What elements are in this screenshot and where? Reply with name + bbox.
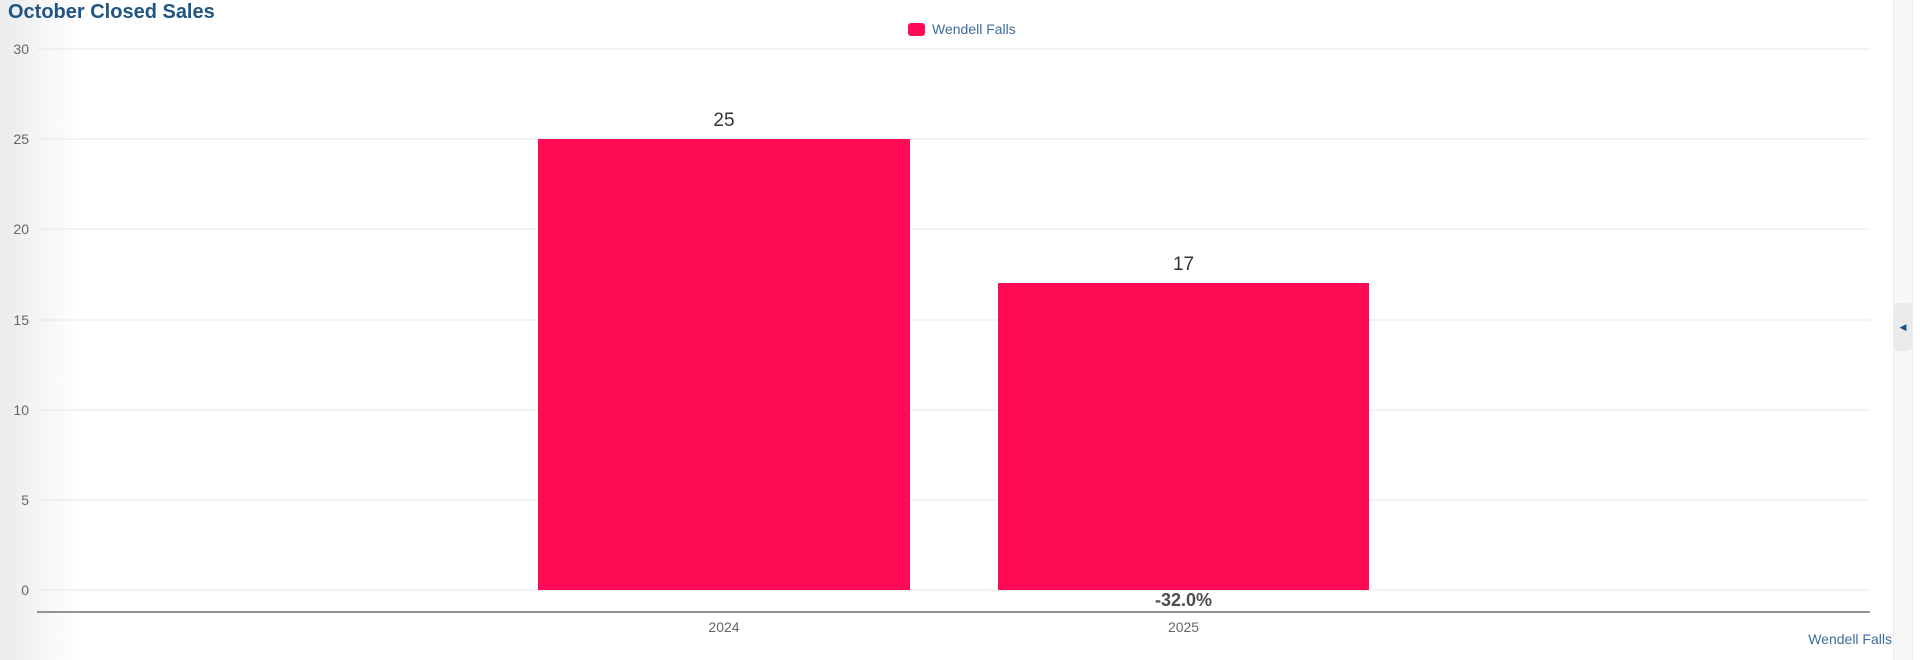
x-axis-label-2025: 2025 bbox=[1167, 619, 1200, 635]
y-axis-tick-label-5: 5 bbox=[21, 491, 29, 508]
footer-community-link[interactable]: Wendell Falls bbox=[1808, 631, 1892, 647]
annotations-layer: -32.0% bbox=[37, 590, 1870, 610]
x-axis-labels: 2024 2025 bbox=[37, 619, 1870, 639]
x-axis-line bbox=[37, 611, 1870, 613]
bar-2025[interactable] bbox=[998, 283, 1369, 590]
y-axis-tick-label-0: 0 bbox=[21, 582, 29, 598]
change-percent-label: -32.0% bbox=[1155, 590, 1213, 610]
gridline-y-10 bbox=[37, 409, 1870, 411]
y-axis-tick-label-20: 20 bbox=[13, 221, 29, 238]
collapse-left-arrow-icon: ◀ bbox=[1899, 321, 1907, 332]
bar-value-label-2025: 17 bbox=[1172, 254, 1195, 276]
y-axis-tick-label-25: 25 bbox=[13, 131, 29, 148]
panel-collapse-handle[interactable]: ◀ bbox=[1894, 303, 1912, 351]
left-edge-gradient bbox=[0, 0, 80, 660]
gridline-y-5 bbox=[37, 499, 1870, 501]
y-axis-tick-label-15: 15 bbox=[13, 311, 29, 328]
gridline-y-20 bbox=[37, 228, 1870, 230]
side-panel-strip: ◀ bbox=[1893, 0, 1913, 660]
gridline-y-0 bbox=[37, 589, 1870, 591]
gridline-y-15 bbox=[37, 319, 1870, 320]
x-axis-label-2024: 2024 bbox=[708, 619, 740, 635]
y-axis-tick-label-10: 10 bbox=[13, 401, 29, 418]
gridline-y-30 bbox=[37, 48, 1870, 50]
legend-swatch-icon bbox=[908, 22, 925, 36]
bar-value-label-2024: 25 bbox=[713, 110, 735, 132]
chart-title: October Closed Sales bbox=[8, 1, 215, 23]
legend-item-wendell-falls[interactable]: Wendell Falls bbox=[908, 21, 1016, 37]
plot-area: 0 5 10 15 20 25 30 25 17 bbox=[13, 42, 1870, 597]
y-axis-tick-label-30: 30 bbox=[13, 41, 29, 57]
bar-2024[interactable] bbox=[537, 139, 911, 590]
legend-label: Wendell Falls bbox=[932, 21, 1016, 37]
gridline-y-25 bbox=[37, 138, 1870, 140]
